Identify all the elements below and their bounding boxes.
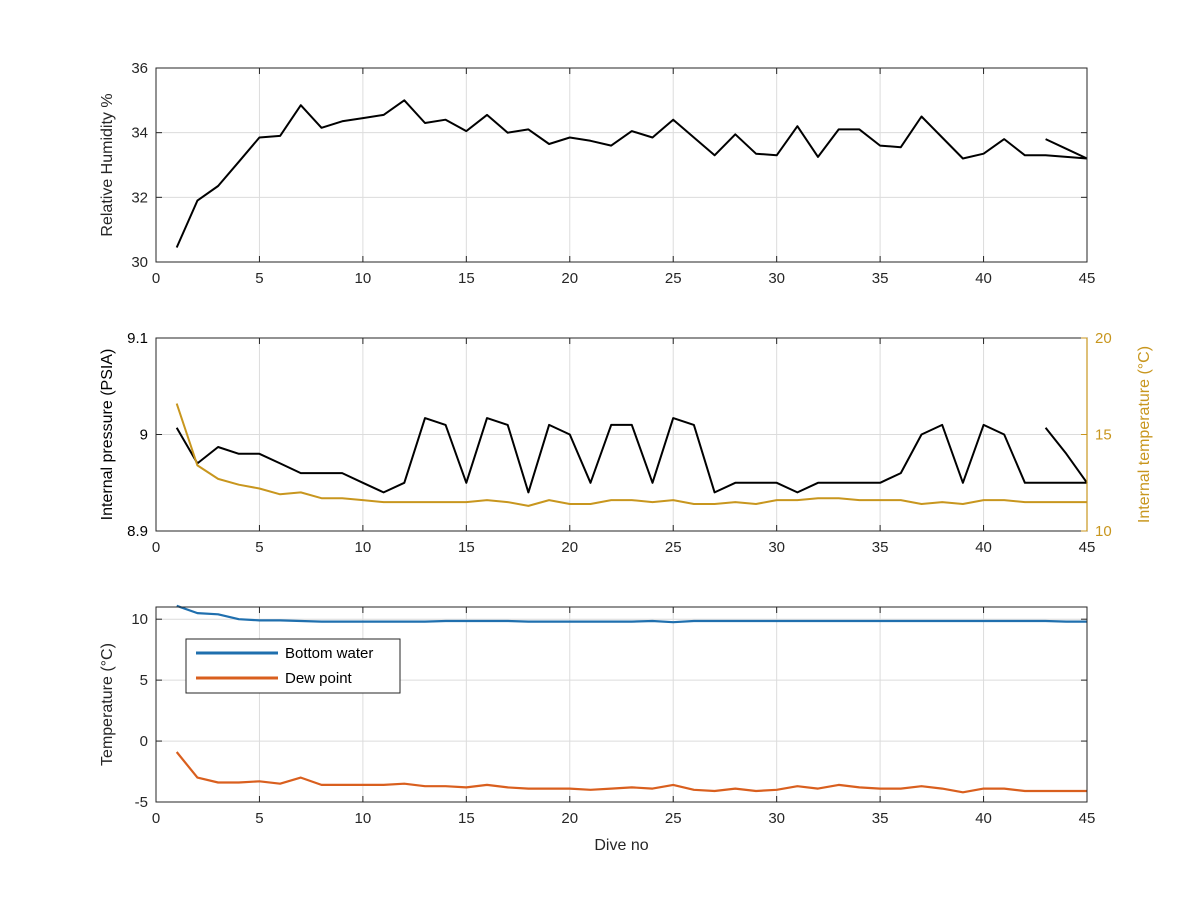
x-tick-label: 30 — [768, 539, 785, 556]
series-line-0 — [176, 604, 1087, 624]
x-tick-label: 5 — [255, 539, 263, 556]
y-axis-label: Internal pressure (PSIA) — [99, 349, 116, 521]
x-tick-label: 5 — [255, 270, 263, 287]
legend-label-bottom-water: Bottom water — [285, 645, 373, 662]
y-axis-label-right: Internal temperature (°C) — [1136, 346, 1153, 523]
y-tick-label: 9 — [140, 427, 148, 444]
x-tick-label: 45 — [1079, 810, 1096, 827]
x-tick-label: 20 — [561, 270, 578, 287]
x-tick-label: 35 — [872, 539, 889, 556]
y-tick-label: 0 — [140, 733, 148, 750]
x-tick-label: 35 — [872, 810, 889, 827]
y-tick-label: 32 — [131, 189, 148, 206]
y-tick-label-right: 10 — [1095, 523, 1112, 540]
x-tick-label: 30 — [768, 270, 785, 287]
x-tick-label: 10 — [355, 539, 372, 556]
legend: Bottom water Dew point — [185, 638, 401, 694]
legend-box — [185, 638, 401, 694]
x-tick-label: 0 — [152, 810, 160, 827]
x-tick-label: 15 — [458, 810, 475, 827]
y-tick-label: 30 — [131, 254, 148, 271]
x-tick-label: 25 — [665, 810, 682, 827]
y-axis-label: Temperature (°C) — [99, 643, 116, 766]
x-tick-label: 35 — [872, 270, 889, 287]
x-tick-label: 40 — [975, 270, 992, 287]
x-tick-label: 15 — [458, 539, 475, 556]
y-tick-label-right: 20 — [1095, 330, 1112, 347]
panel-humidity: 0 5 10 15 20 25 30 35 40 45 30 32 34 36 Relative Humi… — [99, 60, 1095, 287]
x-tick-label: 20 — [561, 539, 578, 556]
legend-label-dew-point: Dew point — [285, 670, 353, 687]
x-tick-label: 10 — [355, 270, 372, 287]
y-tick-label: 36 — [131, 60, 148, 77]
x-tick-label: 0 — [152, 270, 160, 287]
axes-frame — [155, 67, 1088, 263]
x-tick-label: 40 — [975, 810, 992, 827]
y-tick-label: 8.9 — [127, 523, 148, 540]
x-tick-label: 30 — [768, 810, 785, 827]
series-line-1 — [175, 751, 1087, 794]
y-tick-label: 10 — [131, 611, 148, 628]
x-tick-label: 25 — [665, 539, 682, 556]
y-axis-label: Relative Humidity % — [99, 93, 116, 236]
series-line-0 — [175, 417, 1088, 494]
x-tick-label: 15 — [458, 270, 475, 287]
x-tick-label: 40 — [975, 539, 992, 556]
x-tick-label: 0 — [152, 539, 160, 556]
x-tick-label: 45 — [1079, 539, 1096, 556]
axes-frame — [155, 606, 1088, 803]
y-tick-label: 5 — [140, 672, 148, 689]
x-axis-label: Dive no — [594, 837, 648, 854]
x-tick-label: 5 — [255, 810, 263, 827]
y-tick-label-right: 15 — [1095, 427, 1112, 444]
series-line-0 — [175, 99, 1088, 248]
y-tick-label: -5 — [135, 794, 148, 811]
y-tick-label: 34 — [131, 125, 148, 142]
series-line-1 — [175, 403, 1087, 507]
x-tick-label: 10 — [355, 810, 372, 827]
x-tick-label: 25 — [665, 270, 682, 287]
panel-pressure: 0 5 10 15 20 25 30 35 40 45 8.9 9 9.1 10 15 20 Internal… — [99, 330, 1153, 556]
x-tick-label: 20 — [561, 810, 578, 827]
y-tick-label: 9.1 — [127, 330, 148, 347]
x-tick-label: 45 — [1079, 270, 1096, 287]
